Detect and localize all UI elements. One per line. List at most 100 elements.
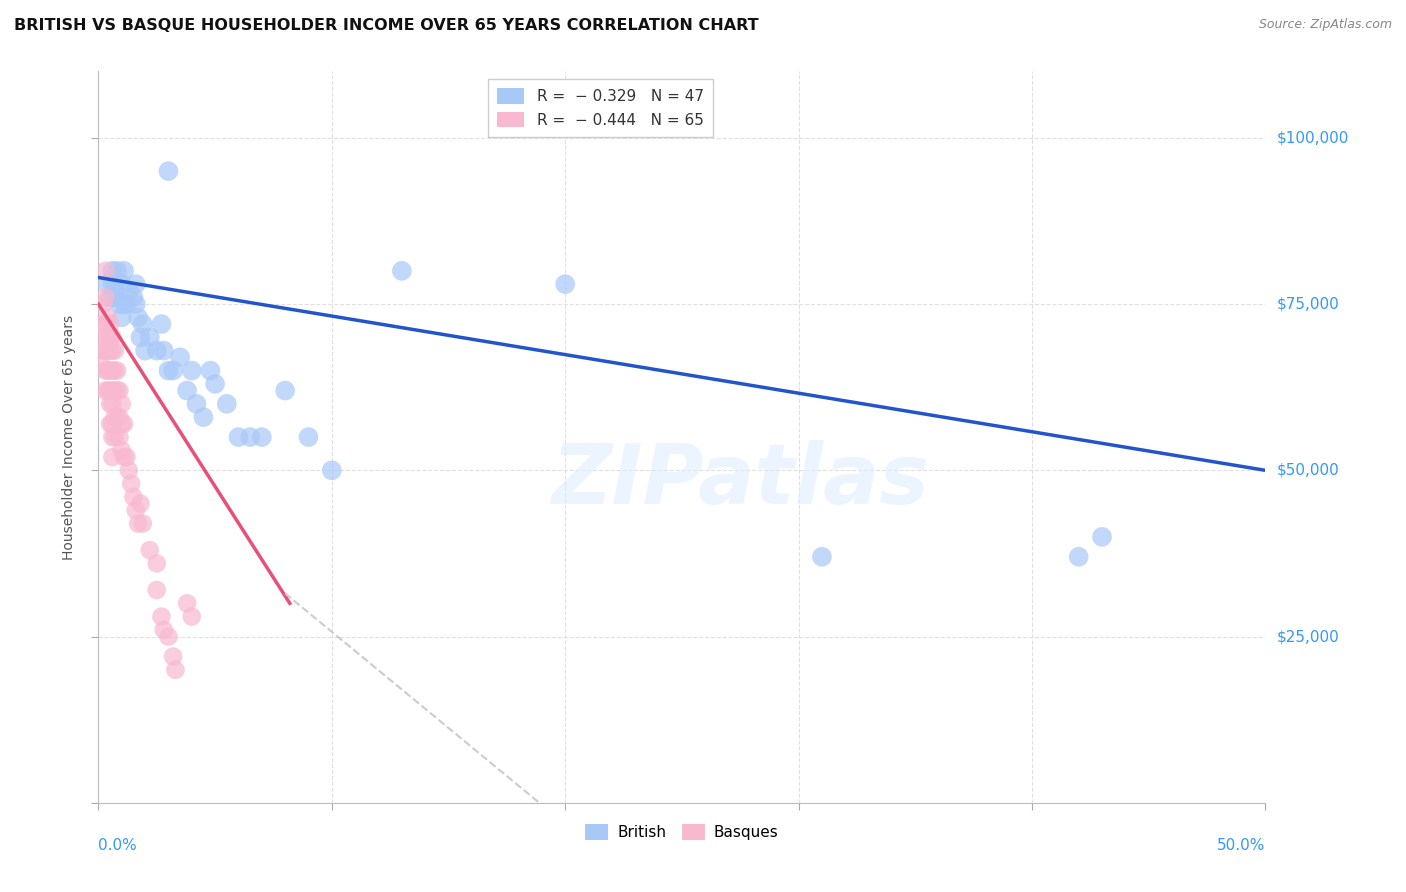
Point (101, 363, 124, 377)
Point (97, 363, 120, 377)
Point (150, 317, 173, 331)
Point (157, 363, 180, 377)
Legend: British, Basques: British, Basques (579, 818, 785, 847)
Point (90, 357, 112, 371)
Point (146, 557, 169, 571)
Point (112, 417, 135, 431)
Point (104, 284, 127, 298)
Point (108, 430, 131, 444)
Point (98, 343, 121, 358)
Point (105, 363, 128, 377)
Point (112, 264, 135, 278)
Point (111, 397, 134, 411)
Point (169, 351, 191, 365)
Point (204, 376, 226, 391)
Point (94, 363, 117, 377)
Point (101, 330, 124, 344)
Point (101, 384, 124, 398)
Point (98, 417, 121, 431)
Point (125, 503, 148, 517)
Point (152, 343, 174, 358)
Point (112, 450, 135, 464)
Point (104, 384, 127, 398)
Point (215, 397, 238, 411)
Point (176, 384, 198, 398)
Point (132, 516, 155, 531)
Point (101, 277, 124, 292)
Point (165, 663, 187, 677)
Point (104, 363, 127, 377)
Point (98, 330, 121, 344)
Point (91, 297, 114, 311)
Point (101, 417, 124, 431)
Point (111, 417, 134, 431)
Text: $100,000: $100,000 (1277, 130, 1348, 145)
Point (104, 343, 127, 358)
Point (97, 277, 120, 292)
Point (120, 476, 142, 491)
Point (157, 630, 180, 644)
Point (98, 363, 121, 377)
Point (101, 397, 124, 411)
Point (97, 343, 120, 358)
Point (239, 430, 262, 444)
Point (228, 430, 250, 444)
Point (97, 330, 120, 344)
Point (1091, 530, 1114, 544)
Point (129, 330, 152, 344)
Point (125, 277, 148, 292)
Y-axis label: Householder Income Over 65 years: Householder Income Over 65 years (62, 315, 76, 559)
Point (104, 410, 127, 425)
Point (105, 264, 128, 278)
Point (391, 264, 413, 278)
Point (122, 290, 145, 304)
Point (94, 290, 117, 304)
Point (101, 264, 124, 278)
Point (122, 490, 145, 504)
Point (176, 596, 198, 610)
Point (125, 297, 148, 311)
Point (186, 397, 208, 411)
Point (321, 463, 343, 477)
Point (91, 317, 114, 331)
Text: BRITISH VS BASQUE HOUSEHOLDER INCOME OVER 65 YEARS CORRELATION CHART: BRITISH VS BASQUE HOUSEHOLDER INCOME OVE… (14, 18, 759, 33)
Point (105, 384, 128, 398)
Point (101, 450, 124, 464)
Point (162, 363, 184, 377)
Point (146, 343, 169, 358)
Point (150, 609, 173, 624)
Point (200, 363, 222, 377)
Point (297, 430, 319, 444)
Text: ZIPatlas: ZIPatlas (551, 441, 929, 522)
Point (108, 297, 131, 311)
Point (139, 330, 162, 344)
Point (111, 277, 134, 292)
Point (104, 430, 127, 444)
Point (98, 290, 121, 304)
Point (97, 310, 120, 325)
Point (146, 582, 169, 597)
Point (1067, 549, 1090, 564)
Point (115, 297, 138, 311)
Point (118, 463, 141, 477)
Point (101, 430, 124, 444)
Point (111, 443, 134, 458)
Point (101, 290, 124, 304)
Point (157, 164, 180, 178)
Point (98, 384, 121, 398)
Point (193, 410, 215, 425)
Point (98, 317, 121, 331)
Point (97, 384, 120, 398)
Point (94, 317, 117, 331)
Text: $75,000: $75,000 (1277, 297, 1340, 311)
Point (118, 284, 141, 298)
Point (91, 343, 114, 358)
Text: Source: ZipAtlas.com: Source: ZipAtlas.com (1258, 18, 1392, 31)
Point (94, 384, 117, 398)
Point (152, 623, 174, 637)
Point (162, 649, 184, 664)
Point (115, 450, 138, 464)
Point (134, 343, 156, 358)
Point (132, 317, 155, 331)
Point (129, 497, 152, 511)
